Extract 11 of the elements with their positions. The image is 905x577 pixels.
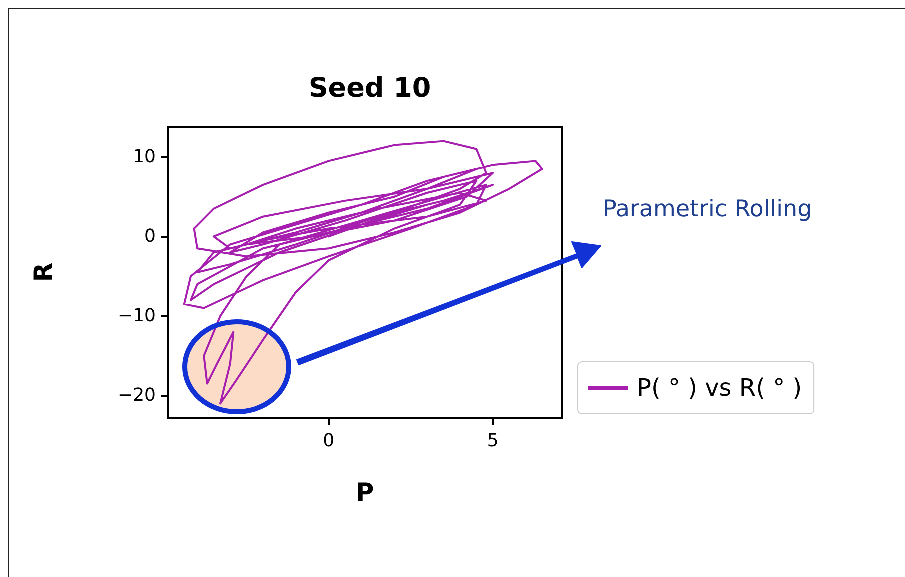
y-tick-label: 10 xyxy=(133,146,156,168)
y-tick-label: −20 xyxy=(118,385,156,406)
y-tick-label: −10 xyxy=(118,306,156,327)
x-tick-label: 5 xyxy=(487,430,499,452)
text: Parametric Rolling xyxy=(603,196,812,222)
x-axis-title: P xyxy=(356,478,374,507)
chart-title: Seed 10 xyxy=(308,73,432,104)
line-series xyxy=(183,140,544,405)
y-tick-label: 0 xyxy=(144,226,156,248)
legend-label: P( ° ) vs R( ° ) xyxy=(637,374,802,402)
y-axis-title: R xyxy=(29,262,58,282)
